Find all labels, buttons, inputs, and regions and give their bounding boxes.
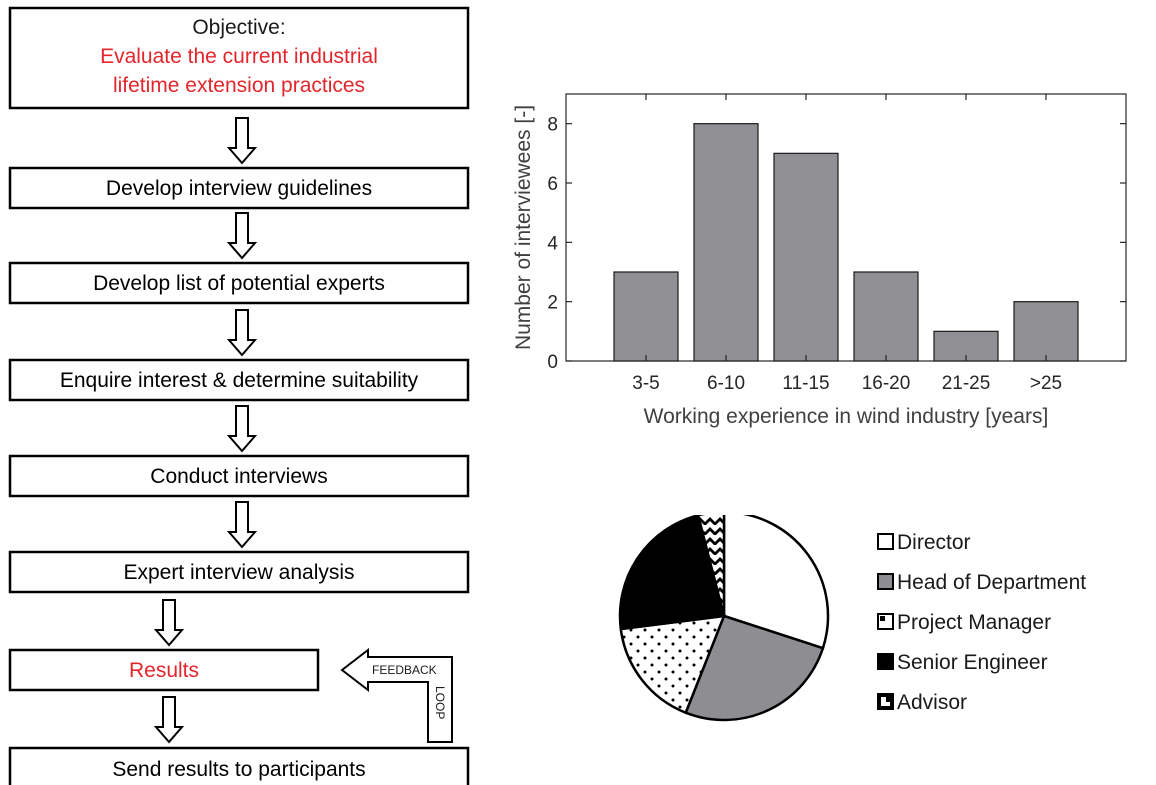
legend-swatch-dot xyxy=(880,616,885,621)
objective-line-1: Evaluate the current industrial xyxy=(100,45,378,68)
pie-slice xyxy=(722,515,830,650)
feedback-loop-arrow: FEEDBACK LOOP xyxy=(340,647,453,743)
down-arrow-icon xyxy=(153,599,185,647)
step-label: Results xyxy=(129,659,199,682)
legend-swatch-pattern xyxy=(881,697,890,706)
x-tick-label: 11-15 xyxy=(782,373,829,394)
y-tick-label: 4 xyxy=(547,233,558,254)
y-tick-label: 0 xyxy=(547,352,558,373)
step-expert-analysis: Expert interview analysis xyxy=(8,550,470,594)
legend-swatch xyxy=(877,533,894,550)
legend-swatch xyxy=(877,653,894,670)
bar xyxy=(1013,301,1079,362)
step-label: Enquire interest & determine suitability xyxy=(60,369,419,392)
x-tick-label: 21-25 xyxy=(942,373,991,394)
step-conduct-interviews: Conduct interviews xyxy=(8,454,470,498)
y-tick-label: 6 xyxy=(547,174,558,195)
step-develop-expert-list: Develop list of potential experts xyxy=(8,261,470,305)
pie-slice xyxy=(684,614,825,722)
x-tick-label: 3-5 xyxy=(632,373,659,394)
step-develop-guidelines: Develop interview guidelines xyxy=(8,166,470,210)
down-arrow-icon xyxy=(226,117,258,165)
y-axis-label: Number of interviewees [-] xyxy=(512,105,535,350)
legend-label: Project Manager xyxy=(897,611,1051,634)
pie-slice xyxy=(619,614,726,715)
step-label: Conduct interviews xyxy=(150,465,327,488)
down-arrow-icon xyxy=(153,696,185,744)
step-label: Develop list of potential experts xyxy=(93,272,385,295)
down-arrow-icon xyxy=(226,405,258,453)
objective-line-2: lifetime extension practices xyxy=(113,74,365,97)
step-label: Send results to participants xyxy=(112,758,365,781)
bar xyxy=(853,271,919,362)
step-send-results: Send results to participants xyxy=(8,746,470,785)
step-enquire-interest: Enquire interest & determine suitability xyxy=(8,358,470,402)
legend-label: Senior Engineer xyxy=(897,651,1048,674)
down-arrow-icon xyxy=(226,309,258,357)
legend-label: Director xyxy=(897,531,971,554)
step-label: Develop interview guidelines xyxy=(106,177,372,200)
feedback-label: FEEDBACK xyxy=(372,663,437,677)
step-label: Expert interview analysis xyxy=(123,561,354,584)
x-tick-label: >25 xyxy=(1030,373,1062,394)
x-axis-label: Working experience in wind industry [yea… xyxy=(644,405,1049,428)
plot-frame xyxy=(565,93,1127,362)
bar xyxy=(613,271,679,362)
pie-slice xyxy=(696,515,726,617)
legend-swatch xyxy=(877,573,894,590)
x-tick-label: 6-10 xyxy=(707,373,745,394)
y-tick-label: 8 xyxy=(547,115,558,136)
loop-label: LOOP xyxy=(433,686,447,719)
methodology-flowchart: Objective: Evaluate the current industri… xyxy=(8,6,470,785)
bar xyxy=(773,152,839,362)
y-tick-label: 2 xyxy=(547,293,558,314)
roles-pie-chart: Director Head of Department Project Manage… xyxy=(618,515,1086,722)
down-arrow-icon xyxy=(226,501,258,549)
objective-label: Objective: xyxy=(192,16,285,39)
step-results: Results xyxy=(8,648,320,692)
pie-slice xyxy=(618,515,726,631)
legend-label: Advisor xyxy=(897,691,967,714)
experience-bar-chart: 0 2 4 6 8 3-5 6-10 11-15 16-20 21-25 >25 Working ex… xyxy=(512,93,1127,428)
x-tick-label: 16-20 xyxy=(862,373,911,394)
bar xyxy=(693,123,759,362)
flow-arrows xyxy=(153,117,258,744)
objective-box: Objective: Evaluate the current industri… xyxy=(8,6,470,110)
legend-label: Head of Department xyxy=(897,571,1086,594)
down-arrow-icon xyxy=(226,212,258,260)
